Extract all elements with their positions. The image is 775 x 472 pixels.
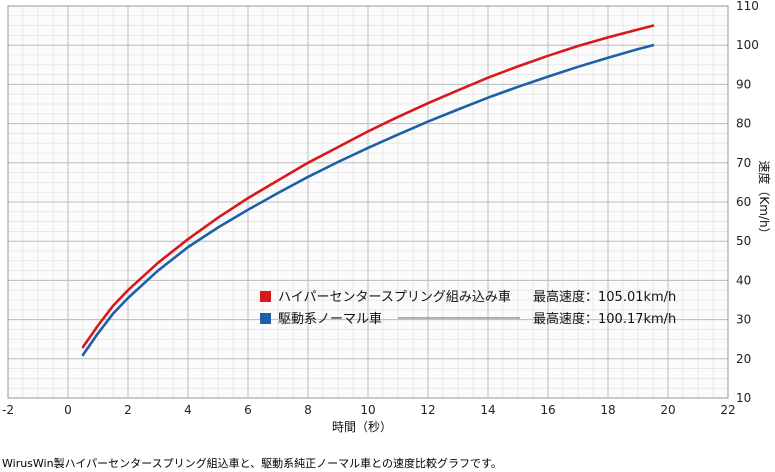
x-tick-label: 6 — [244, 403, 252, 417]
y-tick-label: 110 — [736, 0, 759, 13]
legend-max-speed-series-0: 最高速度：105.01km/h — [533, 289, 676, 305]
x-tick-label: 22 — [720, 403, 735, 417]
y-tick-label: 90 — [736, 77, 751, 91]
y-tick-label: 40 — [736, 273, 751, 287]
chart-caption: WirusWin製ハイパーセンタースプリング組込車と、駆動系純正ノーマル車との速… — [2, 457, 502, 470]
legend: ハイパーセンタースプリング組み込み車 最高速度：105.01km/h 駆動系ノー… — [260, 289, 676, 327]
legend-label-series-0: ハイパーセンタースプリング組み込み車 — [278, 290, 511, 305]
x-tick-label: 10 — [360, 403, 375, 417]
x-tick-label: 0 — [64, 403, 72, 417]
y-tick-label: 80 — [736, 117, 751, 131]
legend-label-series-1: 駆動系ノーマル車 — [278, 312, 382, 327]
x-tick-label: 14 — [480, 403, 495, 417]
series-line-0 — [81, 24, 655, 349]
x-tick-label: 20 — [660, 403, 675, 417]
y-tick-label: 20 — [736, 352, 751, 366]
x-tick-label: 2 — [124, 403, 132, 417]
y-tick-label: 10 — [736, 391, 751, 405]
x-tick-label: -2 — [2, 403, 14, 417]
y-axis-ticks: 10 20 30 40 50 60 70 80 90 100 110 — [736, 0, 759, 405]
x-tick-label: 16 — [540, 403, 555, 417]
series-line-1 — [81, 43, 655, 357]
y-tick-label: 30 — [736, 313, 751, 327]
x-axis-ticks: -2 0 2 4 6 8 10 12 14 16 18 20 22 — [2, 403, 736, 417]
y-axis-title: 速度（Km/h） — [757, 160, 772, 239]
major-grid — [7, 5, 729, 399]
legend-max-speed-series-1: 最高速度：100.17km/h — [533, 311, 676, 327]
y-tick-label: 100 — [736, 38, 759, 52]
plot-frame — [7, 5, 729, 399]
x-tick-label: 8 — [304, 403, 312, 417]
x-tick-label: 4 — [184, 403, 192, 417]
x-tick-label: 12 — [420, 403, 435, 417]
x-axis-title: 時間（秒） — [332, 420, 392, 434]
series-lines — [81, 24, 655, 357]
legend-swatch-series-1 — [260, 313, 271, 324]
x-tick-label: 18 — [600, 403, 615, 417]
y-tick-label: 70 — [736, 156, 751, 170]
legend-swatch-series-0 — [260, 291, 271, 302]
y-tick-label: 60 — [736, 195, 751, 209]
y-tick-label: 50 — [736, 234, 751, 248]
y-axis-title-group: 速度（Km/h） — [757, 160, 772, 239]
